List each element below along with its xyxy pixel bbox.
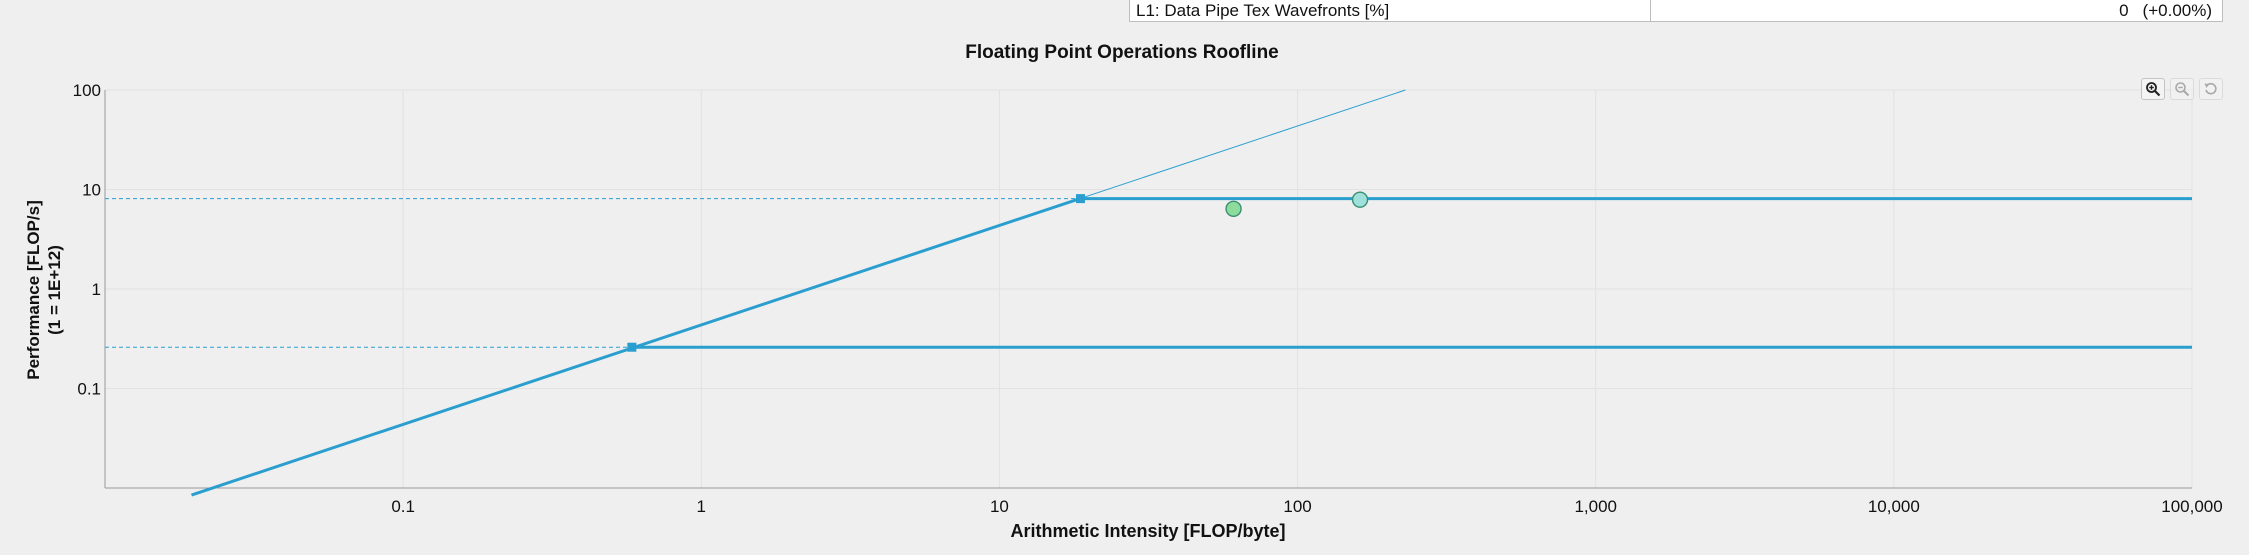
x-tick-labels: 0.1 1 10 100 1,000 10,000 100,000 — [391, 497, 2222, 516]
bandwidth-extension-line — [1080, 89, 1406, 199]
x-tick-label: 100,000 — [2161, 497, 2222, 516]
x-tick-label: 1,000 — [1574, 497, 1617, 516]
y-tick-label: 10 — [82, 181, 101, 200]
ridge-point-marker — [627, 342, 637, 352]
y-axis-sublabel: (1 = 1E+12) — [45, 245, 64, 335]
y-tick-labels: 0.1 1 10 100 — [73, 81, 101, 399]
chart-title: Floating Point Operations Roofline — [965, 42, 1279, 63]
reset-zoom-button[interactable] — [2199, 78, 2223, 100]
zoom-in-icon — [2146, 82, 2161, 97]
y-tick-label: 1 — [92, 280, 101, 299]
metric-label: L1: Data Pipe Tex Wavefronts [%] — [1130, 0, 1651, 21]
metric-delta: (+0.00%) — [2142, 1, 2212, 20]
y-tick-label: 100 — [73, 81, 101, 100]
x-tick-label: 0.1 — [391, 497, 415, 516]
y-axis-label: Performance [FLOP/s] — [24, 200, 43, 380]
metric-row: L1: Data Pipe Tex Wavefronts [%] 0 (+0.00… — [1129, 0, 2223, 22]
metric-value-cell: 0 (+0.00%) — [1651, 0, 2222, 21]
zoom-in-button[interactable] — [2141, 78, 2165, 100]
zoom-out-button[interactable] — [2170, 78, 2194, 100]
x-tick-label: 10 — [990, 497, 1009, 516]
x-tick-label: 10,000 — [1868, 497, 1920, 516]
kernel-point — [1351, 191, 1369, 208]
zoom-out-icon — [2175, 82, 2190, 97]
metric-value: 0 — [2119, 1, 2129, 20]
kernel-point — [1225, 200, 1242, 217]
x-tick-label: 100 — [1283, 497, 1311, 516]
ridge-point-marker — [1075, 194, 1085, 204]
reset-icon — [2204, 82, 2217, 95]
kernel-points — [1225, 191, 1369, 217]
y-tick-label: 0.1 — [77, 380, 101, 399]
grid — [105, 89, 2193, 488]
roofline-series — [105, 89, 2192, 497]
x-tick-label: 1 — [697, 497, 706, 516]
x-axis-label: Arithmetic Intensity [FLOP/byte] — [1010, 521, 1285, 541]
